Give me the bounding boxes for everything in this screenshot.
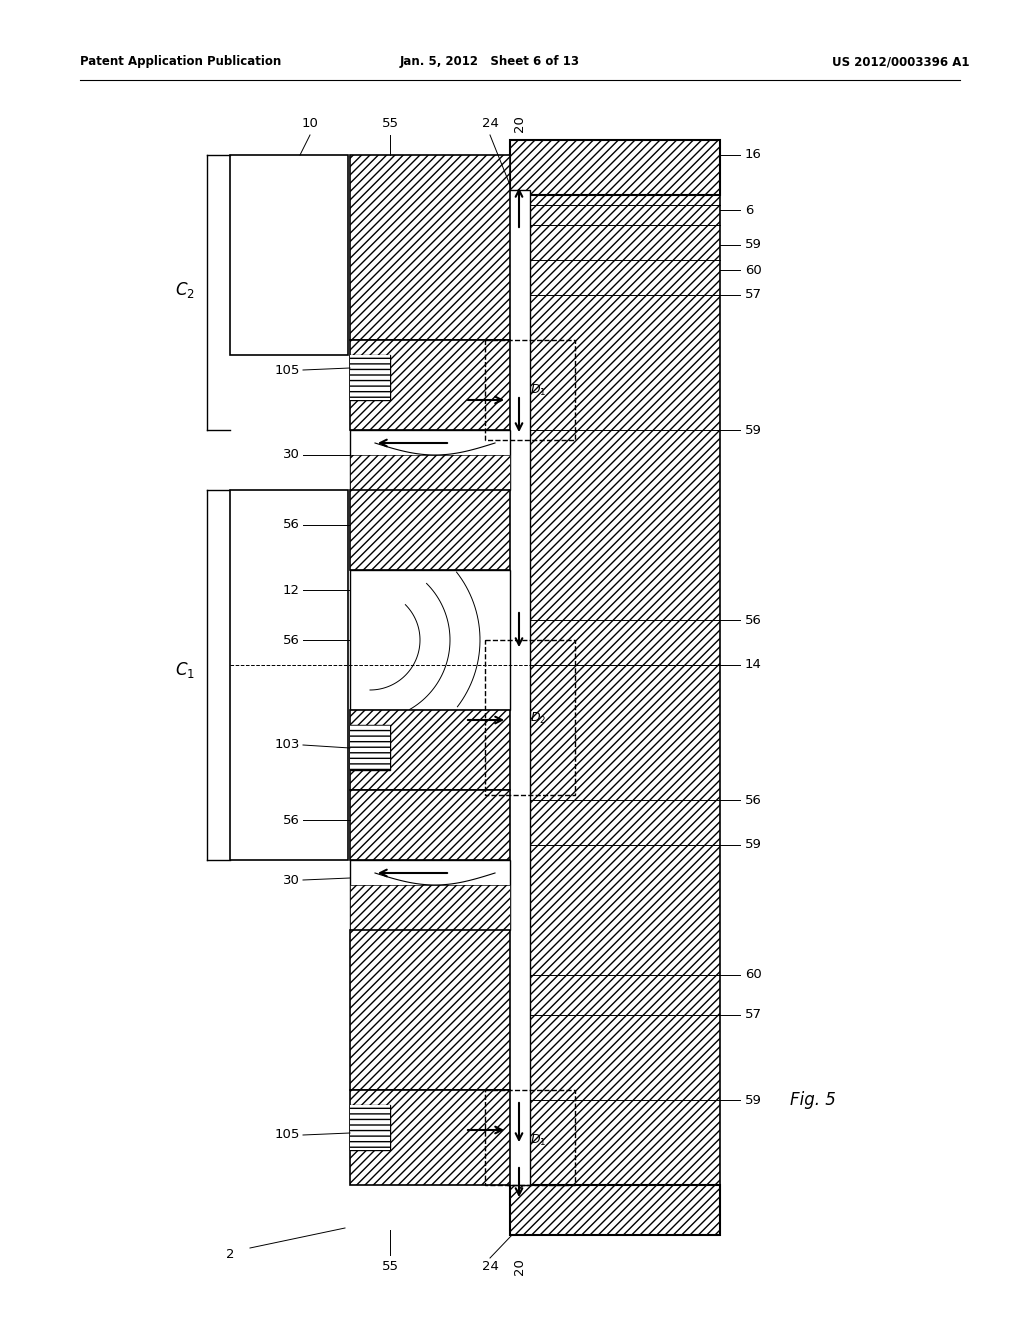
Bar (350, 1090, 510, 1185)
Text: 56: 56 (283, 813, 300, 826)
Text: 59: 59 (745, 838, 762, 851)
Bar (350, 789, 510, 861)
Text: 60: 60 (745, 969, 762, 982)
Text: 55: 55 (382, 117, 398, 129)
Bar (350, 490, 510, 570)
Bar (510, 1185, 720, 1236)
Bar (230, 490, 348, 861)
Bar (485, 341, 575, 440)
Bar (350, 455, 510, 490)
Bar (350, 355, 390, 400)
Text: 24: 24 (481, 1261, 499, 1272)
Bar (350, 1105, 390, 1150)
Text: 60: 60 (745, 264, 762, 276)
Text: 16: 16 (745, 149, 762, 161)
Bar (350, 490, 510, 570)
Text: 103: 103 (274, 738, 300, 751)
Bar (350, 884, 510, 931)
Bar (510, 1185, 720, 1236)
Text: 56: 56 (283, 634, 300, 647)
Bar (350, 725, 390, 770)
Bar (350, 789, 510, 861)
Bar (530, 140, 720, 1230)
Text: 20: 20 (512, 1258, 525, 1275)
Bar (485, 1090, 575, 1185)
Text: 59: 59 (745, 424, 762, 437)
Text: Patent Application Publication: Patent Application Publication (80, 55, 282, 69)
Text: 56: 56 (745, 793, 762, 807)
Text: 59: 59 (745, 239, 762, 252)
Bar (230, 154, 348, 355)
Bar (350, 931, 510, 1090)
Bar (350, 710, 510, 789)
Text: 14: 14 (745, 659, 762, 672)
Text: 30: 30 (283, 449, 300, 462)
Bar (350, 725, 390, 770)
Bar (485, 640, 575, 795)
Bar (350, 861, 510, 931)
Bar (350, 355, 390, 400)
Text: 10: 10 (301, 117, 318, 129)
Bar (350, 154, 510, 341)
Text: Jan. 5, 2012   Sheet 6 of 13: Jan. 5, 2012 Sheet 6 of 13 (400, 55, 580, 69)
Text: 56: 56 (283, 519, 300, 532)
Text: 55: 55 (382, 1261, 398, 1272)
Bar (510, 140, 720, 195)
Text: 57: 57 (745, 289, 762, 301)
Bar (350, 570, 510, 710)
Bar (507, 190, 530, 1185)
Bar (350, 884, 510, 931)
Text: 56: 56 (745, 614, 762, 627)
Text: $C_1$: $C_1$ (175, 660, 195, 680)
Text: $C_2$: $C_2$ (175, 280, 195, 300)
Text: 105: 105 (274, 363, 300, 376)
Text: 59: 59 (745, 1093, 762, 1106)
Bar (350, 341, 510, 430)
Text: 24: 24 (481, 117, 499, 129)
Text: Fig. 5: Fig. 5 (790, 1092, 836, 1109)
Bar (350, 455, 510, 490)
Bar (350, 355, 390, 400)
Text: 20: 20 (512, 115, 525, 132)
Text: 30: 30 (283, 874, 300, 887)
Text: US 2012/0003396 A1: US 2012/0003396 A1 (833, 55, 970, 69)
Bar (350, 725, 390, 770)
Text: $D_1$: $D_1$ (530, 383, 547, 397)
Bar (350, 430, 510, 490)
Bar (350, 710, 510, 789)
Bar (350, 154, 510, 341)
Bar (350, 931, 510, 1090)
Bar (350, 1090, 510, 1185)
Text: 57: 57 (745, 1008, 762, 1022)
Text: 6: 6 (745, 203, 754, 216)
Text: 12: 12 (283, 583, 300, 597)
Bar (350, 1105, 390, 1150)
Text: 105: 105 (274, 1129, 300, 1142)
Text: 2: 2 (225, 1249, 234, 1262)
Text: $D_1$: $D_1$ (530, 1133, 547, 1147)
Bar (530, 140, 720, 1230)
Bar (350, 341, 510, 430)
Bar (510, 140, 720, 195)
Text: $D_2$: $D_2$ (530, 710, 546, 726)
Bar (350, 1105, 390, 1150)
